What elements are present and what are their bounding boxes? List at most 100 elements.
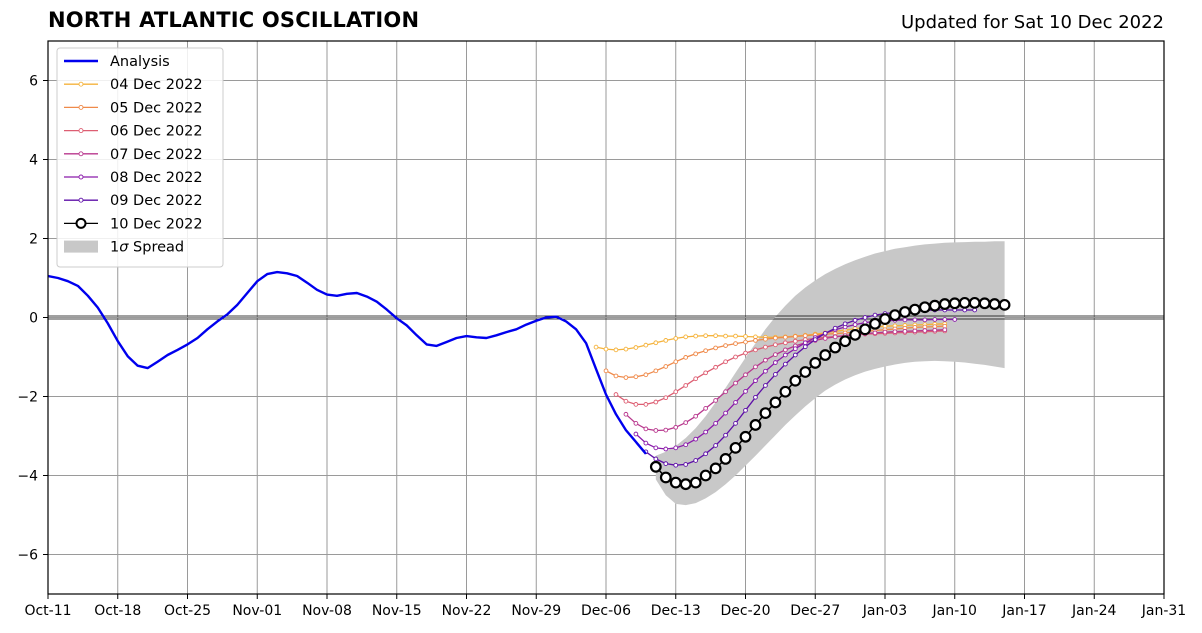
legend-marker: [78, 128, 84, 134]
forecast-point: [773, 360, 778, 365]
forecast-point: [743, 350, 748, 356]
analysis-line: [48, 270, 647, 455]
forecast-point-latest: [879, 313, 891, 325]
forecast-point: [673, 389, 679, 395]
forecast-point: [753, 338, 758, 343]
forecast-point: [673, 445, 679, 451]
forecast-point-latest: [669, 476, 682, 489]
forecast-point: [892, 329, 898, 335]
forecast-point-latest: [729, 441, 742, 454]
forecast-point: [663, 461, 669, 466]
x-tick-label: Nov-08: [302, 603, 352, 619]
forecast-point: [773, 352, 778, 357]
legend-label: 04 Dec 2022: [110, 77, 203, 93]
forecast-point: [713, 421, 718, 426]
forecast-point: [852, 317, 858, 323]
forecast-point-latest: [968, 296, 981, 309]
forecast-point: [812, 337, 818, 342]
forecast-point: [633, 431, 639, 437]
series-layer: [48, 270, 1011, 491]
forecast-point-latest: [789, 374, 802, 387]
forecast-point: [613, 373, 619, 379]
forecast-point: [633, 345, 639, 350]
legend-label: 09 Dec 2022: [110, 193, 203, 209]
forecast-point-latest: [938, 298, 951, 310]
forecast-point: [842, 321, 848, 327]
forecast-point: [952, 317, 958, 322]
y-tick-label: −6: [17, 548, 38, 564]
forecast-point: [743, 372, 748, 378]
forecast-point: [773, 335, 778, 341]
x-tick-label: Oct-18: [94, 603, 141, 619]
forecast-point: [783, 352, 788, 358]
forecast-point: [802, 344, 808, 350]
forecast-point: [643, 426, 649, 432]
forecast-point: [683, 383, 689, 388]
x-tick-label: Nov-22: [442, 603, 492, 619]
forecast-point: [683, 462, 689, 467]
forecast-point-latest: [958, 296, 971, 309]
forecast-point: [763, 344, 768, 350]
forecast-point: [733, 400, 738, 405]
legend-marker: [78, 174, 84, 180]
forecast-point: [743, 407, 748, 413]
forecast-point-latest: [948, 297, 961, 310]
forecast-point: [753, 378, 758, 384]
forecast-point: [922, 328, 928, 333]
forecast-point: [733, 421, 738, 426]
forecast-point-latest: [679, 478, 692, 491]
forecast-point: [733, 341, 738, 346]
legend-marker: [75, 217, 87, 229]
forecast-point: [643, 342, 649, 348]
forecast-point: [623, 398, 629, 404]
spread-band: [655, 241, 1005, 506]
forecast-point: [912, 328, 918, 334]
forecast-point: [643, 372, 649, 378]
forecast-point: [902, 317, 908, 323]
forecast-point: [663, 395, 669, 401]
forecast-point: [703, 370, 708, 376]
forecast-point: [683, 420, 689, 425]
forecast-point: [862, 315, 868, 320]
forecast-point-latest: [849, 328, 862, 341]
forecast-point: [733, 354, 738, 360]
legend-swatch: [64, 240, 98, 253]
forecast-point: [713, 345, 718, 351]
forecast-point: [703, 451, 708, 457]
forecast-point: [763, 357, 768, 363]
forecast-point: [663, 446, 669, 452]
x-tick-label: Jan-10: [932, 603, 977, 619]
x-tick-label: Dec-13: [651, 603, 701, 619]
forecast-point: [942, 317, 948, 322]
forecast-point-latest: [699, 469, 712, 482]
y-tick-label: 4: [29, 153, 38, 169]
forecast-point: [743, 339, 748, 345]
forecast-point-latest: [719, 453, 732, 465]
forecast-point: [792, 334, 798, 339]
x-tick-label: Nov-01: [232, 603, 282, 619]
forecast-point: [822, 336, 828, 341]
forecast-point: [713, 364, 718, 370]
forecast-point: [683, 355, 689, 360]
zero-line-layer: [48, 315, 1164, 320]
forecast-point: [783, 340, 788, 346]
legend-marker: [78, 151, 84, 157]
y-tick-label: 2: [29, 232, 38, 248]
forecast-point-latest: [799, 366, 812, 378]
forecast-point: [733, 333, 738, 339]
forecast-point: [723, 333, 728, 339]
forecast-point: [792, 346, 798, 352]
forecast-point-latest: [928, 299, 941, 312]
legend-marker: [78, 81, 84, 87]
legend-box: [56, 47, 224, 268]
forecast-point-latest: [649, 460, 662, 473]
y-tick-label: 6: [29, 74, 38, 90]
forecast-point: [783, 334, 788, 340]
x-tick-label: Dec-27: [790, 603, 840, 619]
forecast-point-latest: [689, 476, 702, 489]
forecast-point-latest: [998, 298, 1011, 311]
forecast-point: [773, 342, 778, 348]
forecast-point: [832, 325, 838, 331]
forecast-point: [693, 436, 699, 442]
